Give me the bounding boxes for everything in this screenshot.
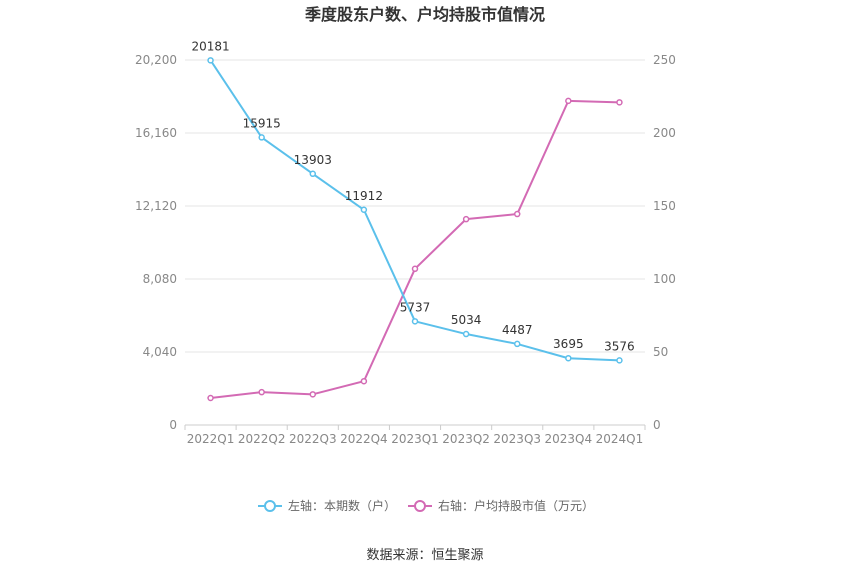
- data-label: 13903: [294, 153, 332, 167]
- legend: 左轴：本期数（户） 右轴：户均持股市值（万元）: [258, 498, 594, 513]
- right-axis: 0 50 100 150 200 250: [653, 53, 676, 432]
- legend-item: 右轴：户均持股市值（万元）: [408, 498, 594, 513]
- data-point: [207, 394, 214, 402]
- x-tick-label: 2023Q1: [391, 432, 439, 446]
- data-point: [411, 318, 419, 325]
- right-tick-label: 150: [653, 199, 676, 213]
- data-point: [258, 134, 265, 141]
- data-label: 5737: [400, 300, 431, 314]
- data-point: [360, 206, 368, 214]
- data-label: 15915: [243, 116, 281, 130]
- legend-label: 左轴：本期数（户）: [288, 498, 396, 513]
- chart-title: 季度股东户数、户均持股市值情况: [304, 5, 545, 24]
- data-point: [462, 330, 470, 338]
- right-tick-label: 100: [653, 272, 676, 286]
- legend-label: 右轴：户均持股市值（万元）: [438, 498, 594, 513]
- data-point: [616, 357, 623, 364]
- grid: [185, 59, 645, 426]
- data-point: [565, 97, 572, 105]
- right-tick-label: 200: [653, 126, 676, 140]
- right-tick-label: 250: [653, 53, 676, 67]
- data-point: [565, 354, 572, 362]
- data-point: [616, 99, 623, 106]
- legend-marker: [264, 500, 276, 512]
- x-tick-label: 2023Q2: [442, 432, 490, 446]
- series-holders: 20181 15915 13903 11912 5737 5034 4487 3695 3576: [191, 39, 635, 364]
- legend-item: 左轴：本期数（户）: [258, 498, 396, 513]
- data-label: 3576: [604, 339, 635, 353]
- data-point: [309, 391, 317, 398]
- x-tick-label: 2023Q4: [545, 432, 593, 446]
- left-tick-label: 4,040: [143, 345, 177, 359]
- series-avg-market-value: [207, 97, 623, 402]
- data-point: [258, 388, 265, 396]
- data-label: 5034: [451, 313, 482, 327]
- left-tick-label: 8,080: [143, 272, 177, 286]
- data-label: 20181: [191, 39, 229, 53]
- data-point: [360, 377, 368, 385]
- left-tick-label: 16,160: [135, 126, 177, 140]
- data-label: 4487: [502, 323, 533, 337]
- x-tick-label: 2023Q3: [493, 432, 541, 446]
- x-axis: 2022Q1 2022Q2 2022Q3 2022Q4 2023Q1 2023Q2 2023…: [184, 425, 646, 446]
- right-tick-label: 0: [653, 418, 661, 432]
- source-footer: 数据来源：恒生聚源: [366, 548, 483, 563]
- data-point: [309, 170, 317, 178]
- x-tick-label: 2022Q3: [289, 432, 337, 446]
- legend-marker: [414, 500, 426, 512]
- left-tick-label: 0: [169, 418, 177, 432]
- left-tick-label: 12,120: [135, 199, 177, 213]
- x-tick-label: 2022Q2: [238, 432, 286, 446]
- series-layer: 20181 15915 13903 11912 5737 5034 4487 3695 3576: [191, 39, 635, 402]
- x-tick-label: 2022Q4: [340, 432, 388, 446]
- left-axis: 0 4,040 8,080 12,120 16,160 20,200: [135, 53, 177, 432]
- right-tick-label: 50: [653, 345, 668, 359]
- series-line: [209, 59, 620, 362]
- data-point: [513, 340, 521, 348]
- data-label: 3695: [553, 337, 584, 351]
- x-tick-label: 2024Q1: [596, 432, 644, 446]
- data-label: 11912: [345, 189, 383, 203]
- left-tick-label: 20,200: [135, 53, 177, 67]
- data-point: [207, 57, 214, 64]
- data-point: [462, 215, 470, 223]
- data-point: [411, 265, 419, 273]
- x-tick-label: 2022Q1: [187, 432, 235, 446]
- data-point: [513, 210, 521, 218]
